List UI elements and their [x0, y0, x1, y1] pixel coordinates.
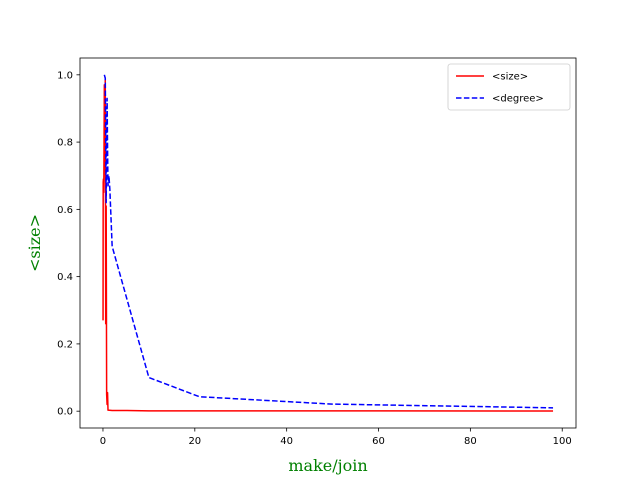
- x-axis-label: make/join: [288, 456, 367, 475]
- x-tick-label: 80: [464, 436, 477, 447]
- legend-label-0: <size>: [492, 72, 528, 83]
- y-tick-label: 0.8: [57, 138, 73, 149]
- legend-label-1: <degree>: [492, 94, 544, 105]
- y-tick-label: 0.6: [57, 205, 73, 216]
- series-line-0: [102, 77, 554, 412]
- x-tick-label: 20: [188, 436, 201, 447]
- y-axis-label: <size>: [25, 214, 44, 272]
- y-axis: 0.0 0.2 0.4 0.6 0.8 1.0: [57, 70, 80, 418]
- y-tick-label: 0.4: [57, 272, 73, 283]
- x-tick-label: 60: [372, 436, 385, 447]
- x-tick-label: 0: [100, 436, 106, 447]
- y-tick-label: 0.2: [57, 339, 73, 350]
- x-tick-label: 100: [553, 436, 572, 447]
- x-tick-label: 40: [280, 436, 293, 447]
- x-axis: 0 20 40 60 80 100: [100, 428, 572, 447]
- plot-lines: [102, 74, 554, 412]
- y-tick-label: 1.0: [57, 70, 73, 81]
- plot-frame: [79, 57, 577, 429]
- y-tick-label: 0.0: [57, 407, 73, 418]
- legend: <size> <degree>: [447, 63, 571, 111]
- series-line-1: [103, 74, 554, 409]
